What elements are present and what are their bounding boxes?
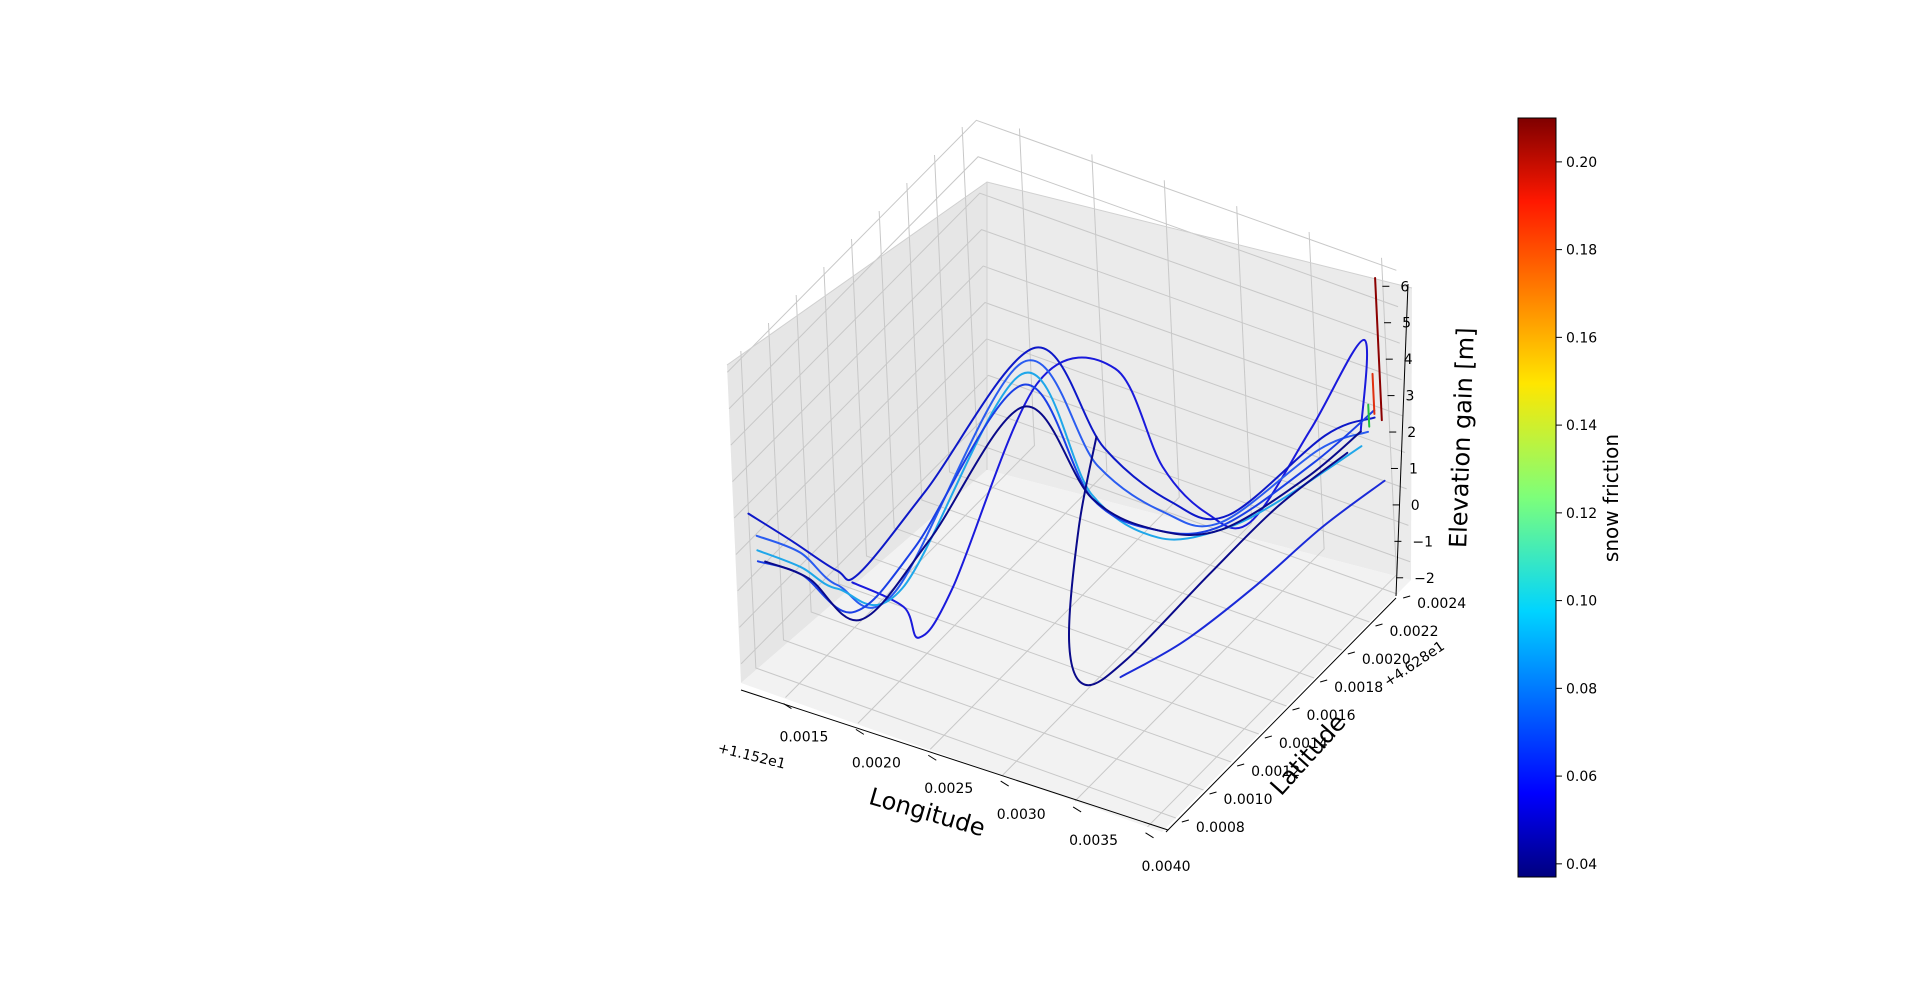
grid-x-0 xyxy=(785,128,1035,698)
trajectory-line-1 xyxy=(747,346,1376,582)
x-tick-mark xyxy=(1145,832,1154,839)
z-tick-label: 6 xyxy=(1400,279,1409,295)
x-tick-label: 0.0035 xyxy=(1069,833,1118,849)
y-tick-label: 0.0012 xyxy=(1251,764,1300,780)
colorbar xyxy=(1517,117,1557,878)
trajectory-line-3 xyxy=(756,371,1363,607)
z-tick-label: 1 xyxy=(1409,461,1418,477)
trajectory-line-8 xyxy=(1374,277,1383,422)
trajectory-line-0 xyxy=(851,338,1369,639)
colorbar-tick-label: 0.10 xyxy=(1566,594,1597,610)
grid-y-2 xyxy=(795,294,1232,763)
trajectory-line-10 xyxy=(1367,403,1371,428)
y-tick-mark xyxy=(1181,819,1189,823)
y-tick-label: 0.0018 xyxy=(1334,680,1383,696)
y-tick-label: 0.0016 xyxy=(1307,708,1356,724)
y-tick-label: 0.0008 xyxy=(1196,820,1245,836)
x-tick-mark xyxy=(928,754,937,761)
z-tick-label: 5 xyxy=(1402,316,1411,332)
grid-z-1 xyxy=(739,374,1409,628)
grid-y-8 xyxy=(961,126,1398,595)
x-tick-mark xyxy=(855,728,865,735)
y-tick-label: 0.0024 xyxy=(1417,596,1466,612)
y-tick-mark xyxy=(1347,651,1355,655)
colorbar-tick-label: 0.04 xyxy=(1566,857,1597,873)
x-tick-label: 0.0040 xyxy=(1142,859,1191,875)
trajectory-line-9 xyxy=(1371,372,1376,415)
z-axis-label: Elevation gain [m] xyxy=(1444,327,1480,549)
grid-y-0 xyxy=(740,350,1177,819)
grid-z-4 xyxy=(733,265,1404,519)
y-axis-line xyxy=(1165,597,1397,833)
grid-z-7 xyxy=(728,156,1399,410)
x-tick-label: 0.0020 xyxy=(852,755,901,771)
trajectory-line-6 xyxy=(1068,435,1349,687)
grid-y-4 xyxy=(851,238,1287,707)
grid-x-3 xyxy=(1002,206,1253,776)
z-axis-line xyxy=(1395,283,1409,597)
grid-x-1 xyxy=(857,154,1108,724)
y-tick-mark xyxy=(1320,679,1328,683)
y-tick-label: 0.0010 xyxy=(1224,792,1273,808)
trajectory-line-5 xyxy=(764,405,1362,622)
x-tick-label: 0.0025 xyxy=(924,781,973,797)
grid-x-4 xyxy=(1074,231,1325,802)
y-ticks: 0.0008 0.0010 0.0012 0.0014 0.0016 0.0018 0.00… xyxy=(1181,595,1466,836)
x-offset-label: +1.152e1 xyxy=(716,740,787,772)
grid-y-3 xyxy=(823,266,1260,735)
x-tick-mark xyxy=(1000,780,1009,787)
y-tick-mark xyxy=(1403,595,1411,599)
grid-y-1 xyxy=(768,322,1204,791)
grid-y-7 xyxy=(934,154,1370,623)
z-tick-label: 0 xyxy=(1411,498,1420,514)
series-layer xyxy=(747,277,1386,687)
grid-z-6 xyxy=(730,192,1400,446)
trajectory-line-4 xyxy=(756,383,1376,614)
z-tick-label: 2 xyxy=(1407,425,1416,441)
colorbar-tick-label: 0.08 xyxy=(1566,681,1597,697)
trajectory-line-7 xyxy=(1119,479,1386,679)
colorbar-tick-label: 0.20 xyxy=(1566,155,1597,171)
floor-pane xyxy=(741,470,1411,832)
colorbar-tick-label: 0.06 xyxy=(1566,769,1597,785)
x-tick-mark xyxy=(1072,806,1082,813)
colorbar-tick-label: 0.14 xyxy=(1566,418,1597,434)
z-tick-label: 3 xyxy=(1406,389,1415,405)
z-tick-label: −1 xyxy=(1412,534,1433,550)
z-tick-label: −2 xyxy=(1414,571,1435,587)
y-tick-mark xyxy=(1264,735,1272,739)
z-ticks: −2 −1 0 1 2 3 4 5 6 xyxy=(1382,279,1435,587)
x-tick-label: 0.0030 xyxy=(997,807,1046,823)
grid-z-8 xyxy=(726,119,1397,373)
grid-z-0 xyxy=(740,411,1411,665)
y-tick-label: 0.0014 xyxy=(1279,736,1328,752)
x-ticks: 0.0015 0.0020 0.0025 0.0030 0.0035 0.0040 xyxy=(779,703,1191,875)
colorbar-tick-label: 0.18 xyxy=(1566,243,1597,259)
colorbar-tick-label: 0.16 xyxy=(1566,330,1597,346)
y-tick-mark xyxy=(1292,707,1300,711)
colorbar-ticks: 0.04 0.06 0.08 0.10 0.12 0.14 0.16 0.18 0.20 xyxy=(1556,155,1597,873)
y-tick-mark xyxy=(1375,623,1383,627)
y-tick-label: 0.0022 xyxy=(1390,624,1439,640)
x-tick-label: 0.0015 xyxy=(779,730,828,746)
grid-x-2 xyxy=(929,180,1180,750)
y-tick-mark xyxy=(1237,763,1245,767)
trajectory-line-2 xyxy=(755,359,1370,609)
x-axis-line xyxy=(740,689,1169,831)
grid-y-6 xyxy=(906,182,1343,651)
back-pane xyxy=(987,182,1412,580)
y-tick-label: 0.0020 xyxy=(1362,652,1411,668)
z-tick-label: 4 xyxy=(1404,352,1413,368)
grid-z-5 xyxy=(732,229,1402,482)
grid-y-5 xyxy=(878,210,1315,679)
colorbar-label: snow friction xyxy=(1599,434,1623,562)
y-tick-mark xyxy=(1209,791,1217,795)
colorbar-tick-label: 0.12 xyxy=(1566,506,1597,522)
x-tick-mark xyxy=(783,703,792,709)
grid-z-3 xyxy=(735,301,1406,555)
